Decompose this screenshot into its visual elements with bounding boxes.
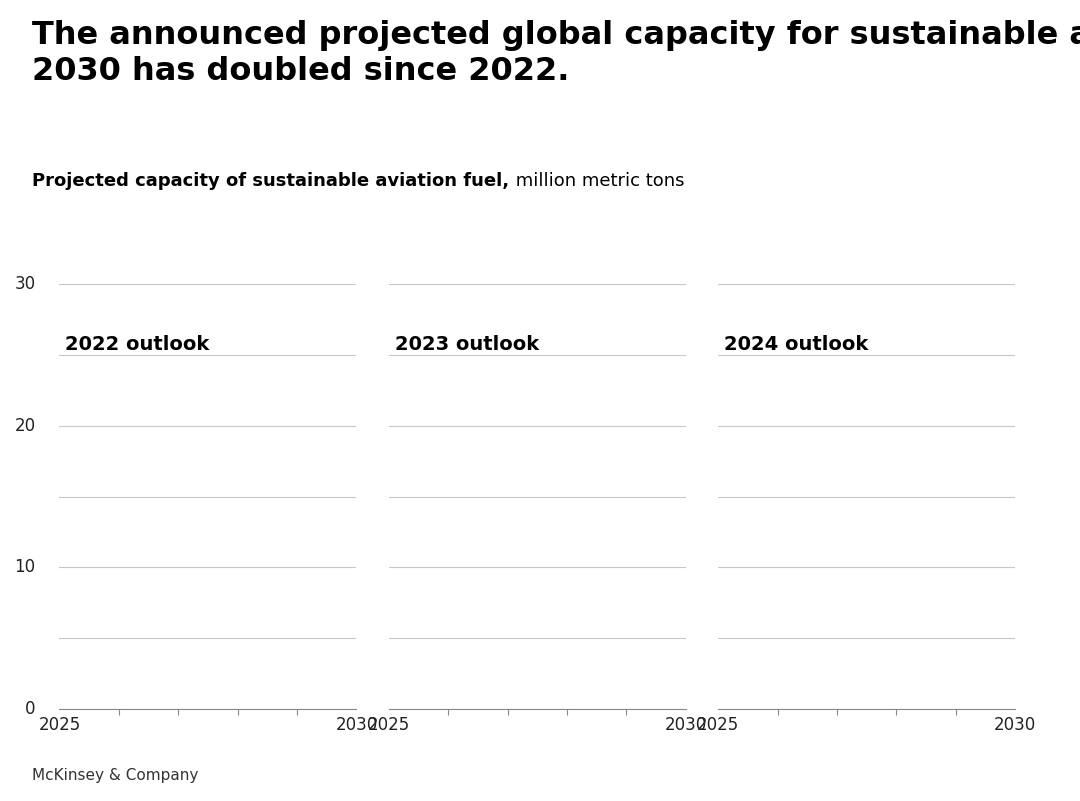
Text: 10: 10 bbox=[14, 558, 36, 577]
Text: 2022 outlook: 2022 outlook bbox=[66, 336, 210, 354]
Text: 30: 30 bbox=[14, 276, 36, 293]
Text: McKinsey & Company: McKinsey & Company bbox=[32, 768, 199, 783]
Text: The announced projected global capacity for sustainable aviation fuel in
2030 ha: The announced projected global capacity … bbox=[32, 20, 1080, 87]
Text: million metric tons: million metric tons bbox=[510, 172, 684, 190]
Text: 2024 outlook: 2024 outlook bbox=[725, 336, 868, 354]
Text: 20: 20 bbox=[14, 417, 36, 435]
Text: 0: 0 bbox=[25, 700, 36, 718]
Text: Projected capacity of sustainable aviation fuel,: Projected capacity of sustainable aviati… bbox=[32, 172, 510, 190]
Text: 2023 outlook: 2023 outlook bbox=[395, 336, 539, 354]
